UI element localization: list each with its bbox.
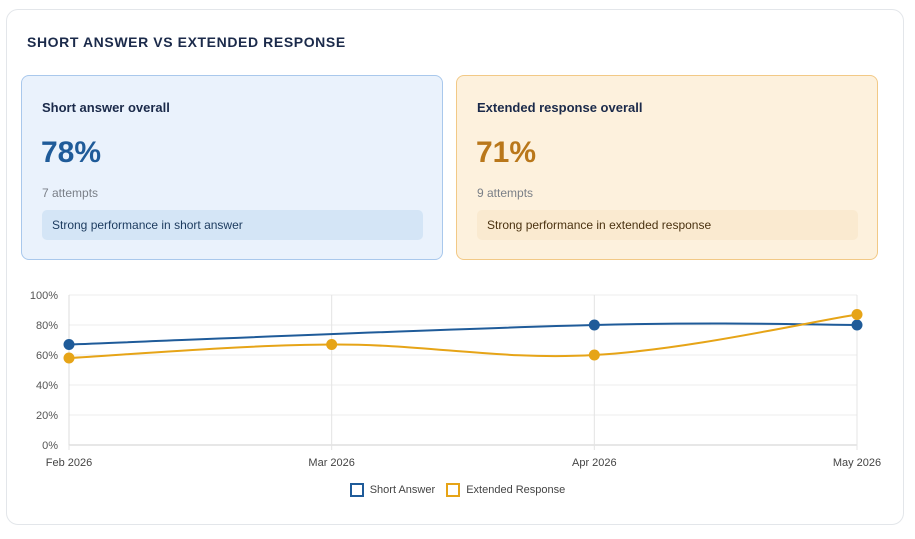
y-tick-label: 100% <box>30 290 58 302</box>
legend-label-short-answer: Short Answer <box>369 484 436 496</box>
short-answer-card-title: Short answer overall <box>42 100 170 115</box>
y-tick-label: 0% <box>42 440 58 452</box>
extended-response-attempts: 9 attempts <box>477 186 534 200</box>
data-point-extended-response <box>851 309 863 320</box>
y-tick-label: 60% <box>36 350 58 362</box>
y-axis-ticks: 0% 20% 40% 60% 80% 100% <box>30 290 58 452</box>
short-answer-attempts: 7 attempts <box>42 186 99 200</box>
extended-response-card: Extended response overall 71% 9 attempts… <box>456 75 878 260</box>
chart-series <box>63 309 863 364</box>
legend-item-short-answer[interactable]: Short Answer <box>349 483 436 497</box>
y-tick-label: 20% <box>36 410 58 422</box>
data-point-extended-response <box>588 349 600 361</box>
legend-item-extended-response[interactable]: Extended Response <box>446 483 565 497</box>
x-axis-ticks: Feb 2026 Mar 2026 Apr 2026 May 2026 <box>46 457 881 469</box>
legend-swatch-extended-response <box>446 483 461 497</box>
x-tick-label: Feb 2026 <box>46 457 92 469</box>
data-point-short-answer <box>851 319 863 331</box>
short-answer-card: Short answer overall 78% 7 attempts Stro… <box>21 75 443 260</box>
x-tick-label: Apr 2026 <box>572 457 617 469</box>
series-line-short-answer <box>68 322 858 346</box>
y-tick-label: 40% <box>36 380 58 392</box>
x-tick-label: May 2026 <box>833 457 881 469</box>
legend-swatch-short-answer <box>349 483 364 497</box>
extended-response-score: 71% <box>476 136 537 169</box>
x-tick-label: Mar 2026 <box>308 457 354 469</box>
data-point-short-answer <box>588 319 600 331</box>
chart-grid <box>68 294 858 450</box>
short-answer-note: Strong performance in short answer <box>42 210 423 240</box>
series-line-extended-response <box>68 313 858 359</box>
data-point-extended-response <box>326 339 338 350</box>
y-tick-label: 80% <box>36 320 58 332</box>
chart-legend: Short Answer Extended Response <box>0 483 915 500</box>
extended-response-card-title: Extended response overall <box>477 100 643 115</box>
data-point-extended-response <box>63 352 75 364</box>
panel-title: SHORT ANSWER VS EXTENDED RESPONSE <box>27 34 346 50</box>
short-answer-score: 78% <box>41 136 102 169</box>
data-point-short-answer <box>63 339 75 350</box>
extended-response-note: Strong performance in extended response <box>477 210 858 240</box>
legend-label-extended-response: Extended Response <box>466 484 566 496</box>
